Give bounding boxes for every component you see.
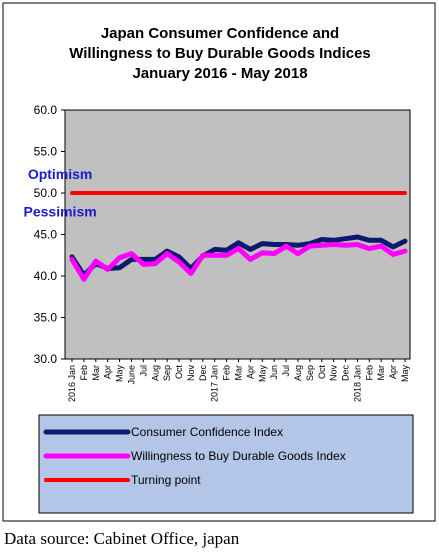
- x-tick-label: Mar: [376, 365, 386, 381]
- plot-area: [64, 109, 411, 360]
- x-tick-label: Nov: [329, 365, 339, 382]
- x-axis: 2016 Jan Feb Mar Apr May June Jul Aug Sep Oct Nov D…: [67, 359, 410, 402]
- chart-title-line-1: Japan Consumer Confidence and: [101, 25, 339, 42]
- x-tick-label: Oct: [317, 365, 327, 380]
- x-tick-label: Feb: [364, 365, 374, 381]
- x-tick-label: 2017 Jan: [210, 365, 220, 402]
- annotation-label: Pessimism: [24, 203, 97, 219]
- x-tick-label: Nov: [186, 365, 196, 382]
- y-tick-label: 30.0: [34, 352, 58, 366]
- y-tick-label: 60.0: [34, 103, 58, 117]
- legend-label: Turning point: [131, 473, 201, 487]
- x-tick-label: Mar: [91, 365, 101, 381]
- annotation-label: Optimism: [28, 166, 93, 182]
- x-tick-label: May: [257, 365, 267, 383]
- x-tick-label: 2016 Jan: [67, 365, 77, 402]
- y-tick-label: 45.0: [34, 228, 58, 242]
- y-tick-label: 55.0: [34, 145, 58, 159]
- x-tick-label: Aug: [150, 365, 160, 381]
- x-tick-label: Mar: [234, 365, 244, 381]
- y-tick-label: 35.0: [34, 311, 58, 325]
- source-note: Data source: Cabinet Office, japan: [4, 529, 240, 548]
- x-tick-label: June: [126, 365, 136, 385]
- series-line-2: [69, 242, 408, 282]
- x-tick-label: May: [400, 365, 410, 383]
- x-tick-label: Sep: [305, 365, 315, 381]
- x-tick-label: Jul: [138, 365, 148, 377]
- x-tick-label: May: [115, 365, 125, 383]
- legend-label: Consumer Confidence Index: [131, 425, 283, 439]
- chart-title-line-2: Willingness to Buy Durable Goods Indices: [69, 45, 371, 62]
- x-tick-label: Apr: [245, 365, 255, 379]
- series-line-1: [69, 234, 408, 278]
- series-layer: [69, 191, 408, 282]
- x-tick-label: Oct: [174, 365, 184, 380]
- chart-title-line-3: January 2016 - May 2018: [132, 65, 307, 82]
- y-axis: 30.0 35.0 40.0 45.0 50.0 55.0 60.0: [34, 103, 65, 366]
- x-tick-label: Jun: [269, 365, 279, 380]
- x-tick-label: Feb: [79, 365, 89, 381]
- x-tick-label: Apr: [388, 365, 398, 379]
- x-tick-label: Dec: [341, 365, 351, 382]
- legend-label: Willingness to Buy Durable Goods Index: [131, 449, 346, 463]
- x-tick-label: Dec: [198, 365, 208, 382]
- annotation-layer: Optimism Pessimism: [24, 166, 97, 219]
- x-tick-label: Feb: [222, 365, 232, 381]
- x-tick-label: Jul: [281, 365, 291, 377]
- y-tick-label: 50.0: [34, 186, 58, 200]
- x-tick-label: Sep: [162, 365, 172, 381]
- legend: Consumer Confidence Index Willingness to …: [43, 425, 346, 487]
- x-tick-label: Apr: [103, 365, 113, 379]
- x-tick-label: Aug: [293, 365, 303, 381]
- x-tick-label: 2018 Jan: [352, 365, 362, 402]
- y-tick-label: 40.0: [34, 269, 58, 283]
